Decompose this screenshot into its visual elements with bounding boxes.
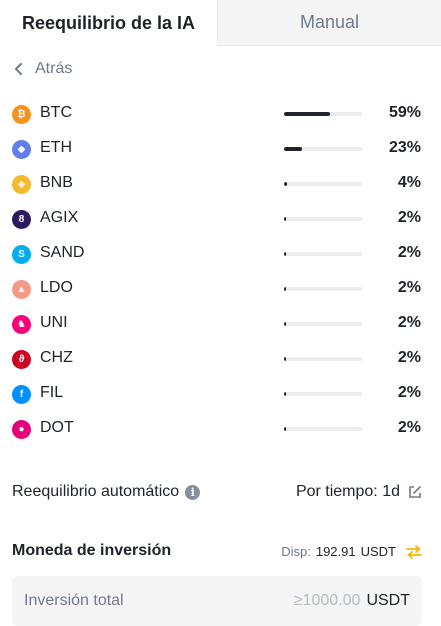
- available-amount: 192.91: [315, 544, 356, 559]
- allocation-bar-fill: [284, 287, 287, 291]
- total-investment-input[interactable]: Inversión total ≥1000.00 USDT: [12, 576, 422, 626]
- asset-symbol: SAND: [40, 244, 85, 261]
- total-investment-value: ≥1000.00 USDT: [294, 592, 410, 610]
- asset-symbol: UNI: [40, 314, 68, 331]
- asset-row: ◈ BNB 4%: [0, 167, 441, 202]
- allocation-bar-fill: [284, 217, 287, 221]
- bitcoin-icon: ₿: [12, 105, 31, 124]
- allocation-percent: 59%: [388, 104, 421, 121]
- available-label: Disp:: [281, 544, 311, 559]
- asset-row: ◆ ETH 23%: [0, 132, 441, 167]
- allocation-bar: [284, 287, 362, 291]
- lido-icon: ▲: [12, 280, 31, 299]
- allocation-bar: [284, 147, 362, 151]
- tab-ai-rebalance[interactable]: Reequilibrio de la IA: [0, 0, 217, 46]
- asset-symbol: AGIX: [40, 209, 79, 226]
- asset-row: S SAND 2%: [0, 237, 441, 272]
- allocation-bar: [284, 357, 362, 361]
- asset-symbol: ETH: [40, 139, 72, 156]
- allocation-percent: 2%: [397, 209, 421, 226]
- total-investment-placeholder: ≥1000.00: [293, 592, 361, 609]
- auto-rebalance-setting[interactable]: Por tiempo: 1d: [296, 481, 422, 503]
- allocation-percent: 2%: [397, 349, 421, 366]
- agix-icon: 8: [12, 210, 31, 229]
- tab-manual[interactable]: Manual: [217, 0, 441, 46]
- asset-symbol: FIL: [40, 384, 64, 401]
- auto-rebalance-label: Reequilibrio automático: [12, 483, 180, 500]
- chevron-left-icon: [15, 63, 22, 75]
- uniswap-icon: ♞: [12, 315, 31, 334]
- investment-currency-title: Moneda de inversión: [12, 542, 172, 559]
- available-balance: Disp: 192.91 USDT: [281, 544, 422, 559]
- allocation-percent: 23%: [388, 139, 421, 156]
- ethereum-icon: ◆: [12, 140, 31, 159]
- allocation-percent: 4%: [397, 174, 421, 191]
- allocation-bar: [284, 392, 362, 396]
- back-label: Atrás: [35, 60, 73, 77]
- allocation-bar-fill: [284, 147, 302, 151]
- allocation-percent: 2%: [397, 279, 421, 296]
- auto-rebalance-value: Por tiempo: 1d: [295, 483, 400, 500]
- strategy-tabs: Reequilibrio de la IA Manual: [0, 0, 441, 46]
- asset-row: ▲ LDO 2%: [0, 272, 441, 307]
- allocation-percent: 2%: [397, 419, 421, 436]
- allocation-bar-fill: [284, 427, 287, 431]
- allocation-percent: 2%: [397, 384, 421, 401]
- bnb-icon: ◈: [12, 175, 31, 194]
- allocation-bar: [284, 322, 362, 326]
- allocation-bar-fill: [284, 357, 287, 361]
- allocation-percent: 2%: [397, 244, 421, 261]
- asset-row: ϑ CHZ 2%: [0, 342, 441, 377]
- polkadot-icon: ●: [12, 420, 31, 439]
- total-investment-label: Inversión total: [24, 592, 124, 609]
- investment-currency-row: Moneda de inversión Disp: 192.91 USDT: [12, 542, 422, 564]
- total-investment-unit: USDT: [366, 592, 410, 609]
- allocation-bar-fill: [284, 112, 331, 116]
- allocation-bar-fill: [284, 252, 287, 256]
- allocation-percent: 2%: [397, 314, 421, 331]
- allocation-bar-fill: [284, 392, 287, 396]
- chiliz-icon: ϑ: [12, 350, 31, 369]
- swap-icon[interactable]: [406, 544, 422, 559]
- asset-symbol: BNB: [40, 174, 73, 191]
- asset-row: 8 AGIX 2%: [0, 202, 441, 237]
- edit-icon[interactable]: [408, 485, 422, 499]
- allocation-bar: [284, 182, 362, 186]
- asset-symbol: CHZ: [40, 349, 73, 366]
- allocation-bar: [284, 217, 362, 221]
- asset-row: ♞ UNI 2%: [0, 307, 441, 342]
- allocation-bar: [284, 427, 362, 431]
- filecoin-icon: f: [12, 385, 31, 404]
- info-icon[interactable]: i: [185, 484, 201, 500]
- available-unit: USDT: [360, 544, 396, 559]
- asset-row: ₿ BTC 59%: [0, 97, 441, 132]
- allocation-bar-fill: [284, 322, 287, 326]
- asset-symbol: LDO: [40, 279, 73, 296]
- allocation-bar: [284, 252, 362, 256]
- asset-row: f FIL 2%: [0, 377, 441, 412]
- allocation-bar-fill: [284, 182, 288, 186]
- asset-symbol: BTC: [40, 104, 72, 121]
- auto-rebalance-row: Reequilibrio automático i Por tiempo: 1d: [12, 481, 422, 503]
- sand-icon: S: [12, 245, 31, 264]
- back-button[interactable]: Atrás: [14, 56, 72, 82]
- asset-row: ● DOT 2%: [0, 412, 441, 447]
- asset-symbol: DOT: [40, 419, 74, 436]
- allocation-bar: [284, 112, 362, 116]
